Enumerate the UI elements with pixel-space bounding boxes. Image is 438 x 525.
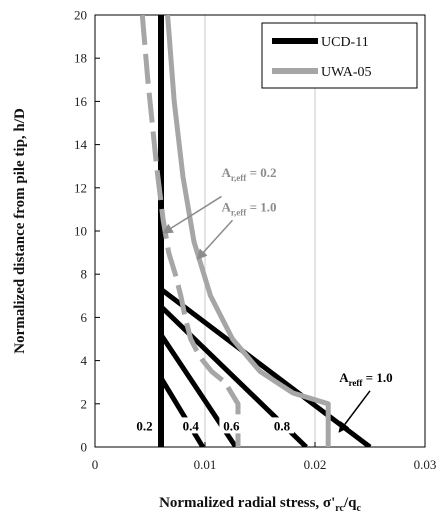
line-label-bg: [178, 417, 203, 434]
y-tick-label: 16: [74, 94, 88, 109]
annotations: Ar,eff = 0.2 Ar,eff = 1.0 Areff = 1.0: [162, 165, 393, 433]
series-uwa-05-ar-eff-1-0: [165, 15, 331, 447]
y-tick-label: 2: [81, 396, 88, 411]
line-label-0-4: 0.4: [183, 418, 200, 433]
series-ucd-11-areff-0-4: [158, 376, 205, 447]
y-tick-label: 4: [81, 353, 88, 368]
y-tick-label: 20: [74, 8, 87, 23]
x-tick-label: 0.02: [304, 457, 327, 472]
annotation-arrow-2: [196, 219, 234, 260]
y-tick-label: 14: [74, 137, 88, 152]
y-tick-label: 10: [74, 224, 87, 239]
legend: UCD-11 UWA-05: [261, 22, 418, 89]
legend-label-ucd-11: UCD-11: [321, 35, 369, 50]
x-tick-label: 0: [92, 457, 99, 472]
line-label-bg: [132, 417, 157, 434]
y-tick-label: 8: [81, 267, 88, 282]
x-axis-label: Normalized radial stress, σ'rc/qc: [159, 495, 361, 514]
line-label-0-8: 0.8: [274, 418, 291, 433]
legend-label-uwa-05: UWA-05: [321, 65, 372, 80]
y-tick-label: 0: [81, 440, 88, 455]
series-ucd-11-areff-1-0: [159, 287, 372, 447]
line-label-0-2: 0.2: [136, 418, 152, 433]
line-label-bg: [219, 417, 244, 434]
line-label-bg: [270, 417, 294, 434]
x-tick-label: 0.03: [414, 457, 437, 472]
y-tick-label: 12: [74, 180, 87, 195]
annotation-arrow-1: [162, 195, 222, 234]
tick-labels: 0 2 4 6 8 10 12 14 16 18 20 0 0.01 0.02 0.03: [74, 8, 436, 473]
y-tick-label: 18: [74, 51, 87, 66]
x-tick-label: 0.01: [194, 457, 217, 472]
annotation-1: Ar,eff = 0.2: [222, 165, 277, 183]
y-tick-label: 6: [81, 310, 88, 325]
annotation-arrow-3: [338, 390, 371, 433]
line-labels: 0.2 0.4 0.6 0.8: [132, 417, 294, 434]
line-label-0-6: 0.6: [223, 418, 240, 433]
y-axis-label: Normalized distance from pile tip, h/D: [12, 108, 28, 354]
series-uwa-05-ar-eff-0-2: [139, 15, 241, 447]
series-group: [139, 15, 372, 447]
annotation-3: Areff = 1.0: [339, 370, 392, 388]
annotation-2: Ar,eff = 1.0: [222, 200, 277, 218]
legend-box: [261, 22, 418, 89]
